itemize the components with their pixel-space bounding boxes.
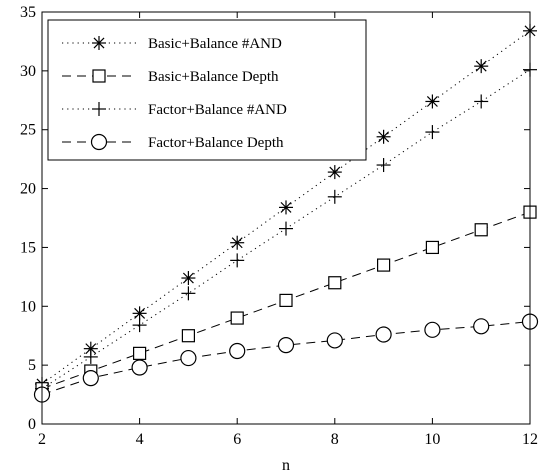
- legend-label: Basic+Balance #AND: [148, 36, 282, 52]
- data-point-circle: [82, 369, 99, 387]
- data-point-asterisk: [132, 306, 147, 321]
- data-point-circle: [277, 337, 295, 354]
- legend: Basic+Balance #AND Basic+Balance Depth Fac…: [47, 19, 367, 161]
- plot-frame: [41, 11, 531, 425]
- y-tick-label: 35: [20, 4, 36, 21]
- data-point-circle: [326, 332, 343, 349]
- data-point-circle: [229, 342, 246, 360]
- data-point-square: [474, 223, 488, 237]
- legend-marker-plus: [92, 102, 106, 116]
- x-tick-label: 8: [331, 431, 339, 448]
- y-tick-label: 10: [20, 298, 36, 315]
- data-point-plus: [279, 221, 293, 236]
- legend-entry: Basic+Balance #AND: [62, 36, 282, 52]
- data-point-circle: [473, 318, 490, 335]
- y-tick-label: 15: [20, 239, 36, 256]
- data-point-plus: [83, 349, 98, 364]
- y-tick-label: 5: [28, 357, 36, 374]
- data-point-square: [425, 240, 439, 255]
- data-point-circle: [180, 349, 197, 367]
- x-tick-label: 10: [424, 431, 440, 448]
- data-point-asterisk: [230, 235, 245, 250]
- data-point-square: [377, 258, 391, 272]
- data-point-plus: [376, 158, 391, 173]
- data-point-asterisk: [474, 59, 489, 74]
- y-tick-label: 20: [20, 181, 36, 198]
- x-tick-label: 6: [233, 431, 241, 448]
- x-axis-label: n: [282, 457, 290, 474]
- data-point-circle: [424, 321, 441, 338]
- data-point-square: [328, 276, 342, 290]
- legend-entry: Factor+Balance Depth: [62, 133, 284, 151]
- data-point-square: [230, 311, 244, 325]
- legend-marker-square: [92, 69, 106, 83]
- legend-marker-asterisk: [92, 36, 106, 50]
- series-1: [35, 23, 537, 391]
- y-tick-label: 30: [20, 63, 36, 80]
- data-point-asterisk: [376, 129, 391, 144]
- data-point-square: [181, 329, 195, 343]
- data-point-plus: [425, 125, 440, 140]
- legend-marker-circle: [90, 133, 108, 151]
- legend-label: Factor+Balance Depth: [148, 135, 284, 151]
- x-tick-label: 12: [522, 431, 538, 448]
- data-point-plus: [327, 189, 342, 204]
- data-point-plus: [474, 94, 489, 109]
- data-point-asterisk: [181, 271, 196, 286]
- axes: 2 4 6 8 10 12 0 5 10 15 20 25 30 35: [20, 4, 538, 448]
- series-line: [41, 321, 531, 396]
- data-point-circle: [131, 359, 148, 376]
- legend-label: Basic+Balance Depth: [148, 69, 279, 85]
- data-point-plus: [181, 286, 196, 301]
- legend-entry: Factor+Balance #AND: [62, 102, 287, 118]
- data-point-plus: [230, 253, 245, 268]
- legend-label: Factor+Balance #AND: [148, 102, 287, 118]
- data-point-square: [279, 293, 293, 307]
- data-point-square: [133, 346, 147, 360]
- x-tick-label: 2: [38, 431, 46, 448]
- data-point-circle: [375, 326, 392, 343]
- data-point-asterisk: [327, 165, 342, 180]
- data-point-plus: [132, 318, 147, 333]
- y-tick-label: 25: [20, 122, 36, 139]
- data-point-asterisk: [425, 94, 440, 109]
- data-point-asterisk: [279, 200, 293, 215]
- x-tick-label: 4: [136, 431, 144, 448]
- series-3: [35, 62, 537, 396]
- y-tick-label: 0: [28, 416, 36, 433]
- legend-entry: Basic+Balance Depth: [62, 69, 279, 85]
